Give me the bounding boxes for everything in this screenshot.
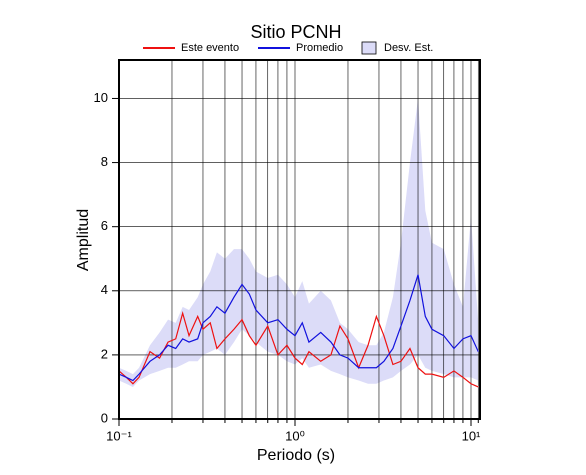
plot-frame (118, 59, 481, 420)
legend-label: Promedio (296, 42, 343, 54)
x-tick-label: 10¹ (462, 428, 481, 443)
chart-title: Sitio PCNH (250, 22, 341, 42)
y-tick-label: 2 (101, 346, 108, 361)
x-tick-label: 10⁻¹ (106, 428, 132, 443)
legend-label: Este evento (181, 42, 239, 54)
y-tick-label: 4 (101, 282, 108, 297)
legend-swatch (361, 41, 377, 55)
y-tick-label: 6 (101, 218, 108, 233)
y-axis-label: Amplitud (75, 209, 92, 271)
x-axis-label: Periodo (s) (257, 447, 335, 464)
y-tick-label: 0 (101, 410, 108, 425)
x-tick-label: 10⁰ (285, 428, 305, 443)
y-tick-label: 10 (94, 90, 108, 105)
std-band (119, 98, 479, 387)
series-line (118, 310, 479, 388)
y-tick-label: 8 (101, 154, 108, 169)
legend-label: Desv. Est. (384, 42, 433, 54)
series-line (118, 274, 479, 382)
